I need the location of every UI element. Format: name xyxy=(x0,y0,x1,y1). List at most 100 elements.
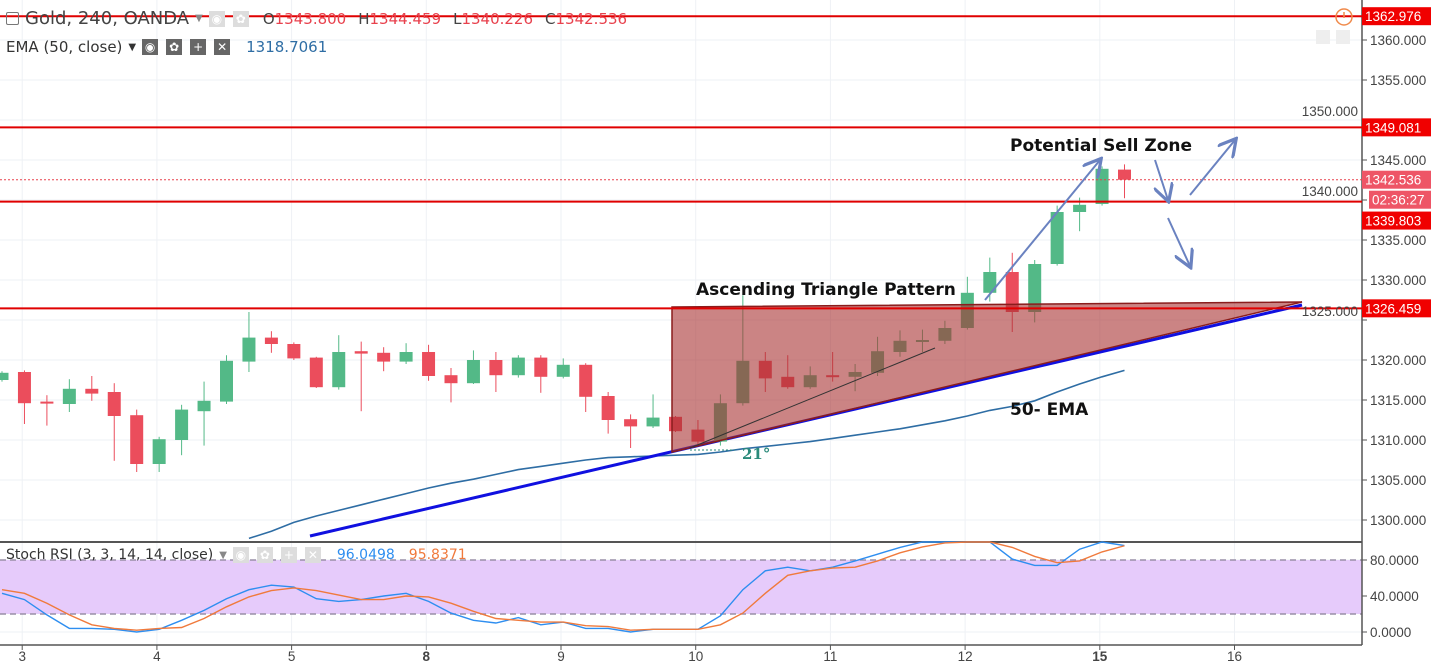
arrow-annotation[interactable] xyxy=(1189,140,1235,196)
candle-body xyxy=(175,409,189,440)
candle-body xyxy=(646,417,660,427)
close-value: 1342.536 xyxy=(555,9,628,28)
candle-body xyxy=(511,357,525,376)
open-label: O xyxy=(262,9,275,28)
plus-icon[interactable]: + xyxy=(280,547,297,563)
low-value: 1340.226 xyxy=(461,9,534,28)
stoch-d-line xyxy=(1,541,1125,631)
stoch-tick-label: 0.0000 xyxy=(1370,625,1411,640)
plus-icon[interactable]: + xyxy=(190,39,207,55)
visibility-icon[interactable]: ◉ xyxy=(232,547,249,563)
candle-body xyxy=(601,396,615,420)
arrow-annotation[interactable] xyxy=(1155,159,1168,200)
level-price-badge-bg xyxy=(1362,118,1431,137)
settings-icon[interactable]: ✿ xyxy=(166,39,183,55)
candle-body xyxy=(62,388,76,404)
candle-body xyxy=(287,344,301,359)
level-price-badge: 1362.976 xyxy=(1365,9,1421,24)
candle-body xyxy=(85,388,99,394)
high-label: H xyxy=(358,9,370,28)
candle-body xyxy=(579,364,593,397)
level-price-badge: 1339.803 xyxy=(1365,214,1421,229)
price-tick-label: 1355.000 xyxy=(1370,73,1426,88)
candle-body xyxy=(489,360,503,376)
dropdown-caret-icon[interactable]: ▼ xyxy=(128,41,137,53)
close-label: C xyxy=(545,9,556,28)
high-value: 1344.459 xyxy=(369,9,442,28)
settings-icon[interactable]: ✿ xyxy=(232,10,249,27)
time-tick-label: 15 xyxy=(1092,649,1108,664)
stoch-k-value: 96.0498 xyxy=(336,547,395,563)
candle-body xyxy=(152,439,166,464)
time-tick-label: 12 xyxy=(958,649,973,664)
stoch-tick-label: 80.0000 xyxy=(1370,553,1419,568)
candle-body xyxy=(422,352,436,376)
candle-body xyxy=(399,352,413,362)
close-icon[interactable]: ✕ xyxy=(304,547,321,563)
triangle-pattern-label: Ascending Triangle Pattern xyxy=(696,280,956,300)
time-tick-label: 4 xyxy=(153,649,161,664)
price-tick-label: 1320.000 xyxy=(1370,353,1426,368)
price-tick-label: 1360.000 xyxy=(1370,33,1426,48)
stoch-label[interactable]: Stoch RSI (3, 3, 14, 14, close) xyxy=(6,547,214,563)
candle-body xyxy=(264,337,278,344)
ema-legend: EMA (50, close) ▼ ◉ ✿ + ✕ 1318.7061 xyxy=(6,38,327,56)
price-tick-label: 1305.000 xyxy=(1370,473,1426,488)
candle-body xyxy=(1050,212,1064,264)
price-tick-label: 1345.000 xyxy=(1370,153,1426,168)
scroll-right-button[interactable] xyxy=(1336,30,1350,44)
sell-zone-label: Potential Sell Zone xyxy=(1010,136,1192,156)
price-tick-label: 1335.000 xyxy=(1370,233,1426,248)
visibility-icon[interactable]: ◉ xyxy=(208,10,225,27)
ema-annotation-label: 50- EMA xyxy=(1010,400,1089,420)
time-tick-label: 5 xyxy=(288,649,296,664)
stoch-band xyxy=(0,560,1362,614)
level-price-badge-bg xyxy=(1362,211,1431,230)
current-price-badge: 1342.536 xyxy=(1365,173,1421,188)
candle-body xyxy=(444,375,458,384)
settings-icon[interactable]: ✿ xyxy=(256,547,273,563)
collapse-icon[interactable] xyxy=(6,12,19,25)
ema-label[interactable]: EMA (50, close) xyxy=(6,38,123,56)
candle-body xyxy=(17,372,31,404)
dropdown-caret-icon[interactable]: ▼ xyxy=(195,13,203,24)
price-tick-label: 1330.000 xyxy=(1370,273,1426,288)
visibility-icon[interactable]: ◉ xyxy=(142,39,159,55)
alert-icon[interactable] xyxy=(1335,8,1353,26)
stoch-legend: Stoch RSI (3, 3, 14, 14, close) ▼ ◉ ✿ + ✕ 9… xyxy=(6,547,467,563)
level-price-badge-bg xyxy=(1362,7,1431,26)
price-tick-label: 1325.000 xyxy=(1302,304,1358,319)
scroll-left-button[interactable] xyxy=(1316,30,1330,44)
ascending-triangle-shape[interactable] xyxy=(671,301,1303,453)
symbol-legend: Gold, 240, OANDA ▼ ◉ ✿ O 1343.800 H 1344.45… xyxy=(6,8,627,29)
time-tick-label: 11 xyxy=(823,649,837,664)
arrow-annotation[interactable] xyxy=(1167,217,1190,266)
candle-body xyxy=(1005,272,1019,312)
time-tick-label: 10 xyxy=(688,649,703,664)
candle-body xyxy=(130,415,144,464)
candle-body xyxy=(556,364,570,377)
candle-body xyxy=(1118,169,1131,180)
level-price-badge: 1326.459 xyxy=(1365,301,1421,316)
arrow-annotation[interactable] xyxy=(984,160,1100,301)
price-tick-label: 1315.000 xyxy=(1370,393,1426,408)
dropdown-caret-icon[interactable]: ▼ xyxy=(219,549,227,561)
time-tick-label: 16 xyxy=(1227,649,1242,664)
candle-body xyxy=(220,360,233,402)
price-tick-label: 1350.000 xyxy=(1302,104,1358,119)
candle-body xyxy=(1028,264,1042,312)
level-price-badge: 1349.081 xyxy=(1365,120,1421,135)
candle-body xyxy=(107,392,121,416)
time-tick-label: 3 xyxy=(18,649,26,664)
candle-body xyxy=(1095,168,1109,204)
ema-50-line xyxy=(248,369,1125,540)
time-tick-label: 8 xyxy=(423,649,431,664)
candle-body xyxy=(466,360,480,384)
close-icon[interactable]: ✕ xyxy=(214,39,231,55)
candle-body xyxy=(1073,204,1087,212)
bar-countdown-badge-bg xyxy=(1369,190,1431,209)
angle-line[interactable] xyxy=(689,347,936,449)
symbol-title[interactable]: Gold, 240, OANDA xyxy=(25,8,190,29)
price-tick-label: 1340.000 xyxy=(1302,184,1358,199)
